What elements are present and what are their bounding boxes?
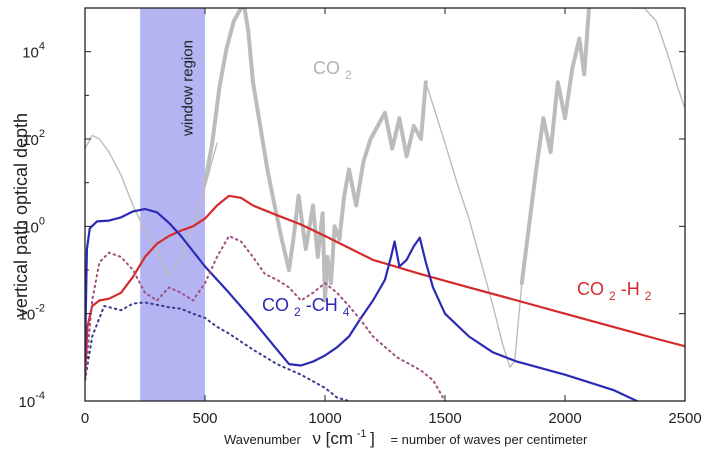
x-tick-label: 0 bbox=[81, 410, 89, 427]
co2-h2-label-mid: -H bbox=[621, 279, 640, 299]
y-tick-label: 102 bbox=[22, 128, 45, 149]
series-co2-main2 bbox=[519, 8, 591, 286]
co2-ch4-label-mid: -CH bbox=[306, 295, 338, 315]
co2-label-sub: 2 bbox=[345, 68, 352, 82]
x-tick-label: 2500 bbox=[668, 410, 701, 427]
x-tick-label: 1500 bbox=[428, 410, 461, 427]
co2-ch4-label-sub1: 2 bbox=[294, 305, 301, 319]
x-tick-label: 500 bbox=[192, 410, 217, 427]
y-tick-label: 10-2 bbox=[19, 303, 45, 324]
series-co2-thin-end bbox=[631, 8, 685, 110]
plot-frame bbox=[84, 7, 686, 402]
co2-ch4-series-label: CO 2 -CH 4 bbox=[262, 295, 350, 320]
co2-h2-label-sub2: 2 bbox=[645, 289, 652, 303]
x-axis-label-symbol: ν [cm bbox=[312, 429, 353, 448]
co2-h2-label-sub1: 2 bbox=[609, 289, 616, 303]
co2-h2-label-main: CO bbox=[577, 279, 604, 299]
series-dotted-ch4 bbox=[85, 301, 350, 401]
x-axis-label-note: = number of waves per centimeter bbox=[390, 432, 588, 447]
series-co2-ch4 bbox=[85, 207, 639, 401]
y-tick-label: 10-4 bbox=[19, 390, 45, 411]
tick-layer: 0 500 1000 1500 2000 2500 10-4 10-2 100 102 104 bbox=[19, 7, 702, 427]
window-region-label: window region bbox=[180, 40, 197, 137]
series-co2-thin-mid bbox=[425, 81, 523, 368]
co2-ch4-label-main: CO bbox=[262, 295, 289, 315]
y-tick-label: 104 bbox=[22, 41, 45, 62]
x-tick-label: 2000 bbox=[548, 410, 581, 427]
co2-series-label: CO 2 bbox=[313, 58, 352, 82]
x-axis-label-main: Wavenumber bbox=[224, 432, 301, 447]
x-axis-label: Wavenumber ν [cm -1 ] = number of waves … bbox=[224, 425, 588, 448]
y-tick-label: 100 bbox=[22, 215, 45, 236]
series-co2-main bbox=[203, 8, 428, 303]
y-axis-label: vertical path optical depth bbox=[11, 113, 31, 317]
co2-ch4-label-sub2: 4 bbox=[343, 305, 350, 319]
series-dotted-h2 bbox=[85, 235, 446, 401]
co2-h2-series-label: CO 2 -H 2 bbox=[577, 279, 652, 304]
x-axis-label-close: ] bbox=[370, 429, 375, 448]
window-region-band bbox=[140, 8, 205, 401]
series-co2-h2 bbox=[85, 194, 685, 382]
co2-label-main: CO bbox=[313, 58, 340, 78]
series-layer bbox=[85, 8, 685, 401]
x-axis-label-sup: -1 bbox=[357, 428, 367, 440]
x-tick-label: 1000 bbox=[308, 410, 341, 427]
